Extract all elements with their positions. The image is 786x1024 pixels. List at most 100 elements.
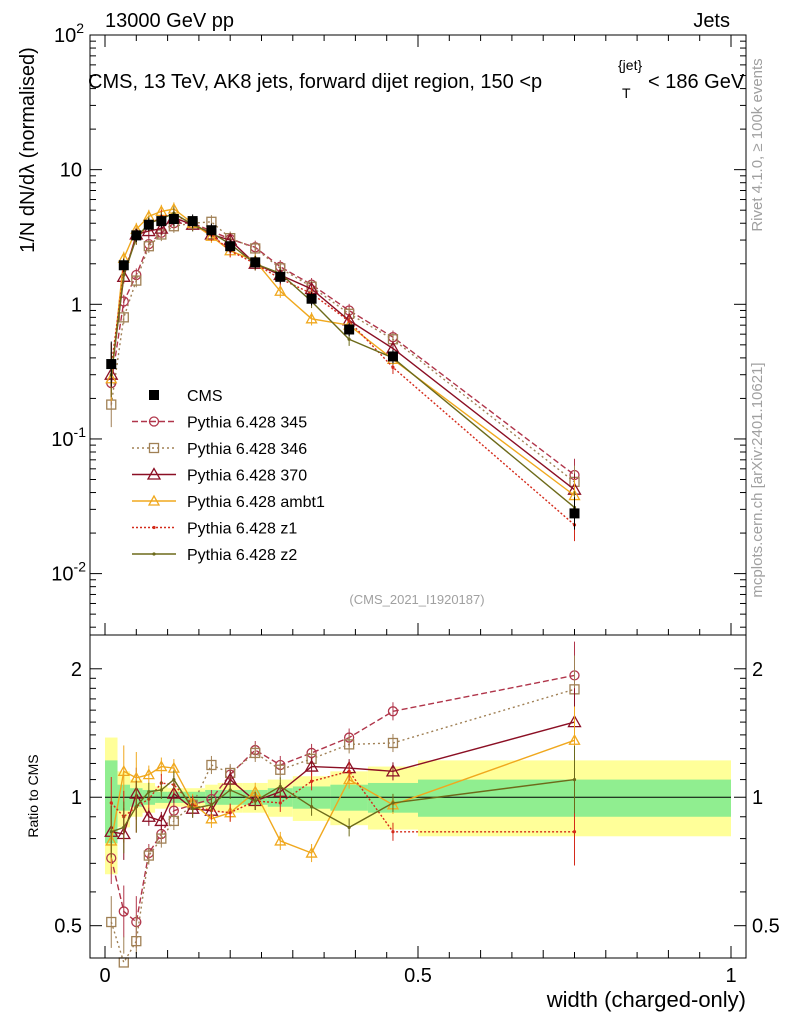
legend-marker-pythia-6-428-z2 xyxy=(152,552,156,556)
main-point-cms xyxy=(250,257,261,268)
ratio-point-pythia-6-428-z2 xyxy=(391,801,395,805)
main-point-pythia-6-428-370 xyxy=(141,223,156,237)
ratio-point-pythia-6-428-ambt1 xyxy=(155,760,168,772)
main-series-line-pythia-6-428-z2 xyxy=(110,212,575,508)
ratio-point-pythia-6-428-370 xyxy=(166,786,181,799)
main-point-cms xyxy=(569,508,580,519)
ratio-point-pythia-6-428-z2 xyxy=(122,825,126,829)
legend-marker-pythia-6-428-345 xyxy=(148,416,160,427)
main-point-pythia-6-428-ambt1 xyxy=(274,284,287,296)
legend: CMS Pythia 6.428 345 Pythia 6.428 346 Pythi… xyxy=(132,388,325,564)
ratio-point-pythia-6-428-346 xyxy=(250,747,261,759)
ratio-point-pythia-6-428-ambt1 xyxy=(205,812,218,824)
ratio-point-pythia-6-428-z1 xyxy=(347,769,351,773)
ratio-point-pythia-6-428-346 xyxy=(131,935,142,947)
x-tick-label: 0.5 xyxy=(404,965,432,987)
main-point-cms xyxy=(156,216,167,227)
ratio-point-pythia-6-428-z1 xyxy=(309,779,314,783)
ratio-y-tick-label-right: 1 xyxy=(752,787,763,809)
ratio-point-pythia-6-428-z2 xyxy=(191,807,195,811)
ratio-point-pythia-6-428-ambt1 xyxy=(305,846,318,858)
main-point-cms xyxy=(306,293,317,304)
main-point-pythia-6-428-346 xyxy=(131,275,142,286)
ratio-y-tick-label-right: 0.5 xyxy=(752,916,780,938)
ratio-point-pythia-6-428-346 xyxy=(168,815,180,827)
ratio-point-pythia-6-428-z1 xyxy=(278,801,282,805)
ratio-point-pythia-6-428-z2 xyxy=(134,805,138,809)
ratio-point-pythia-6-428-346 xyxy=(118,957,129,968)
main-y-tick-label: 102 xyxy=(54,20,84,47)
side-label-bottom: mcplots.cern.ch [arXiv:2401.10621] xyxy=(749,362,766,597)
ratio-point-pythia-6-428-ambt1 xyxy=(142,768,155,780)
main-point-cms xyxy=(344,324,355,335)
ratio-series-pythia-6-428-346 xyxy=(106,655,580,968)
main-plot: 10-2 10-1 1 10 102 xyxy=(51,20,746,635)
ratio-point-pythia-6-428-346 xyxy=(206,759,217,771)
ratio-point-pythia-6-428-z1 xyxy=(572,830,577,834)
ratio-point-pythia-6-428-z1 xyxy=(391,830,395,834)
side-label-top-text: Rivet 4.1.0, ≥ 100k events xyxy=(749,58,766,231)
main-point-cms xyxy=(143,219,154,230)
plot-title-sub: T xyxy=(622,85,631,101)
ratio-point-pythia-6-428-346 xyxy=(387,737,399,749)
header-right: Jets xyxy=(693,10,730,32)
ratio-point-pythia-6-428-z2 xyxy=(253,799,257,803)
ratio-point-pythia-6-428-z2 xyxy=(278,784,282,789)
main-series-line-pythia-6-428-ambt1 xyxy=(110,208,575,497)
ratio-point-pythia-6-428-370 xyxy=(304,759,319,772)
legend-marker-pythia-6-428-370 xyxy=(146,467,162,480)
legend-label-pythia-6-428-ambt1: Pythia 6.428 ambt1 xyxy=(187,494,325,511)
main-point-pythia-6-428-370 xyxy=(154,221,169,234)
ratio-point-pythia-6-428-370 xyxy=(141,809,156,822)
main-series-line-pythia-6-428-370 xyxy=(110,216,575,491)
ratio-point-pythia-6-428-z2 xyxy=(572,777,577,782)
main-series-pythia-6-428-345 xyxy=(106,216,580,492)
legend-item-pythia-6-428-z2: Pythia 6.428 z2 xyxy=(132,547,297,564)
legend-item-pythia-6-428-ambt1: Pythia 6.428 ambt1 xyxy=(132,494,325,511)
main-series-pythia-6-428-z2 xyxy=(109,206,577,524)
main-point-pythia-6-428-ambt1 xyxy=(305,312,318,324)
main-series-line-pythia-6-428-345 xyxy=(110,222,575,476)
legend-label-cms: CMS xyxy=(187,388,223,405)
legend-marker-pythia-6-428-z1 xyxy=(152,525,156,530)
main-point-cms xyxy=(131,230,142,241)
y-axis-label-main-text: 1/N dN/dλ (normalised) xyxy=(17,47,39,253)
ratio-point-pythia-6-428-345 xyxy=(118,906,129,917)
main-point-cms xyxy=(387,351,398,362)
main-y-tick-label: 10 xyxy=(60,160,82,182)
main-point-cms xyxy=(187,216,198,227)
main-point-pythia-6-428-346 xyxy=(143,241,154,252)
main-point-pythia-6-428-z2 xyxy=(122,273,126,277)
plot-title-sup: {jet} xyxy=(618,57,642,73)
y-axis-label-ratio: Ratio to CMS xyxy=(25,754,41,837)
x-tick-label: 0 xyxy=(99,965,110,987)
ratio-point-pythia-6-428-346 xyxy=(343,739,355,750)
main-plot-frame xyxy=(89,34,747,636)
plot-title-end: < 186 GeV xyxy=(648,71,745,93)
main-series-pythia-6-428-ambt1 xyxy=(105,202,581,512)
legend-item-pythia-6-428-z1: Pythia 6.428 z1 xyxy=(132,521,297,538)
main-series-pythia-6-428-z1 xyxy=(109,208,577,542)
main-point-cms xyxy=(206,225,217,236)
side-label-top: Rivet 4.1.0, ≥ 100k events xyxy=(749,58,766,231)
main-point-cms xyxy=(275,271,286,282)
main-point-pythia-6-428-z1 xyxy=(391,365,395,369)
plot-title: CMS, 13 TeV, AK8 jets, forward dijet reg… xyxy=(88,57,745,101)
ratio-point-pythia-6-428-z2 xyxy=(347,825,351,829)
legend-marker-pythia-6-428-ambt1 xyxy=(147,494,161,506)
ratio-point-pythia-6-428-346 xyxy=(156,833,167,844)
main-y-tick-label: 10-2 xyxy=(51,559,86,586)
ratio-point-pythia-6-428-370 xyxy=(154,813,169,827)
legend-label-pythia-6-428-345: Pythia 6.428 345 xyxy=(187,415,307,432)
y-axis-label-main: 1/N dN/dλ (normalised) xyxy=(17,47,39,253)
ratio-point-pythia-6-428-346 xyxy=(143,850,154,861)
ratio-plot-frame xyxy=(89,634,747,959)
plot-title-main: CMS, 13 TeV, AK8 jets, forward dijet reg… xyxy=(88,71,542,93)
ratio-point-pythia-6-428-346 xyxy=(275,764,286,775)
ratio-plot: 0.5 0.5 1 1 2 2 0 0.5 1 xyxy=(54,641,780,987)
analysis-tag: (CMS_2021_I1920187) xyxy=(349,592,484,607)
main-point-pythia-6-428-z1 xyxy=(347,319,351,323)
ratio-point-pythia-6-428-ambt1 xyxy=(117,764,130,776)
main-series-line-pythia-6-428-z1 xyxy=(110,214,575,526)
